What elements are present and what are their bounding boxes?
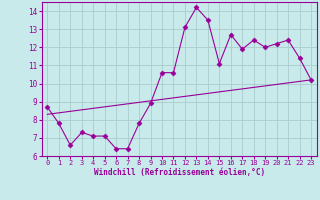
X-axis label: Windchill (Refroidissement éolien,°C): Windchill (Refroidissement éolien,°C) bbox=[94, 168, 265, 177]
